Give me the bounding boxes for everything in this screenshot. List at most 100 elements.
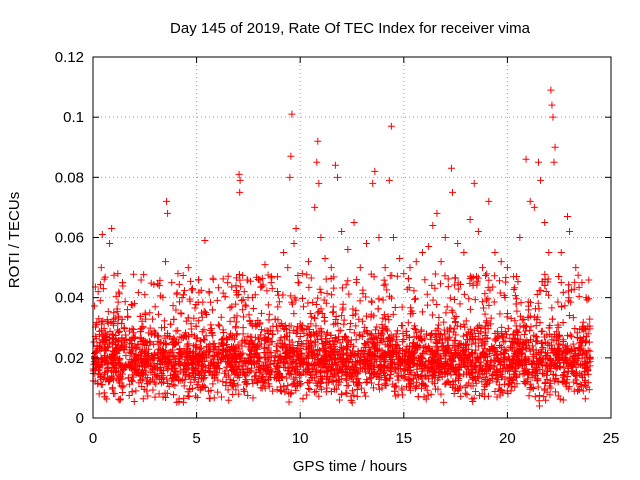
data-point (509, 376, 517, 384)
data-point (305, 379, 313, 387)
data-point (451, 348, 459, 356)
data-point (309, 347, 317, 355)
data-point (483, 317, 491, 325)
data-point (568, 332, 576, 340)
data-point (287, 292, 295, 300)
data-point (432, 338, 440, 346)
data-point (381, 357, 389, 365)
data-point (229, 390, 237, 398)
data-point (479, 348, 487, 356)
data-point (327, 388, 335, 396)
data-point (570, 378, 578, 386)
data-point (399, 352, 407, 360)
data-point (477, 358, 485, 366)
data-point (276, 354, 284, 362)
data-point (200, 335, 208, 343)
data-point (485, 276, 493, 284)
data-point (313, 158, 321, 166)
x-axis-label: GPS time / hours (293, 458, 407, 475)
data-point (267, 279, 275, 287)
data-point (520, 315, 528, 323)
data-point (317, 385, 325, 393)
data-point (260, 379, 268, 387)
data-point (349, 311, 357, 319)
data-point (225, 371, 233, 379)
data-point (177, 309, 185, 317)
data-point (124, 312, 132, 320)
data-point (567, 298, 575, 306)
data-point (406, 386, 414, 394)
data-point (413, 378, 421, 386)
data-point (579, 347, 587, 355)
data-point (435, 330, 443, 338)
data-point (210, 340, 218, 348)
data-point (542, 352, 550, 360)
data-point (360, 389, 368, 397)
data-point (495, 332, 503, 340)
data-point (468, 274, 476, 282)
data-point (346, 369, 354, 377)
data-point (581, 395, 589, 403)
data-point (186, 348, 194, 356)
data-point (167, 359, 175, 367)
data-point (116, 379, 124, 387)
data-points (89, 86, 594, 410)
data-point (242, 302, 250, 310)
data-point (512, 364, 520, 372)
data-point (316, 285, 324, 293)
data-point (317, 288, 325, 296)
data-point (195, 288, 203, 296)
data-point (178, 294, 186, 302)
data-point (317, 234, 325, 241)
data-point (344, 338, 352, 346)
data-point (167, 320, 175, 328)
data-point (257, 283, 265, 291)
data-point (348, 373, 356, 381)
data-point (356, 332, 364, 340)
data-point (232, 355, 240, 363)
data-point (476, 370, 484, 378)
data-point (287, 389, 295, 397)
data-point (213, 297, 221, 305)
data-point (434, 358, 442, 366)
data-point (140, 348, 148, 356)
data-point (128, 388, 136, 396)
data-point (333, 173, 341, 181)
data-point (323, 329, 331, 337)
data-point (320, 359, 328, 367)
data-point (205, 368, 213, 376)
data-point (308, 374, 316, 382)
data-point (137, 356, 145, 364)
data-point (156, 276, 164, 284)
data-point (184, 392, 192, 400)
data-point (469, 281, 477, 289)
data-point (355, 356, 363, 364)
data-point (175, 398, 183, 406)
data-point (338, 284, 346, 292)
data-point (158, 370, 166, 378)
data-point (215, 342, 223, 350)
data-point (548, 345, 556, 353)
data-point (344, 277, 352, 285)
data-point (420, 393, 428, 401)
data-point (371, 167, 379, 175)
data-point (114, 319, 122, 327)
data-point (382, 382, 390, 390)
data-point (362, 378, 370, 386)
data-point (321, 369, 329, 377)
data-point (288, 380, 296, 388)
data-point (491, 249, 499, 257)
data-point (169, 340, 177, 348)
data-point (255, 335, 263, 343)
data-point (483, 270, 491, 278)
data-point (521, 322, 529, 330)
data-point (453, 322, 461, 330)
data-point (541, 218, 549, 226)
data-point (115, 346, 123, 354)
data-point (193, 394, 201, 402)
data-point (346, 320, 354, 328)
data-point (184, 314, 192, 322)
data-point (179, 271, 187, 279)
data-point (205, 288, 213, 296)
